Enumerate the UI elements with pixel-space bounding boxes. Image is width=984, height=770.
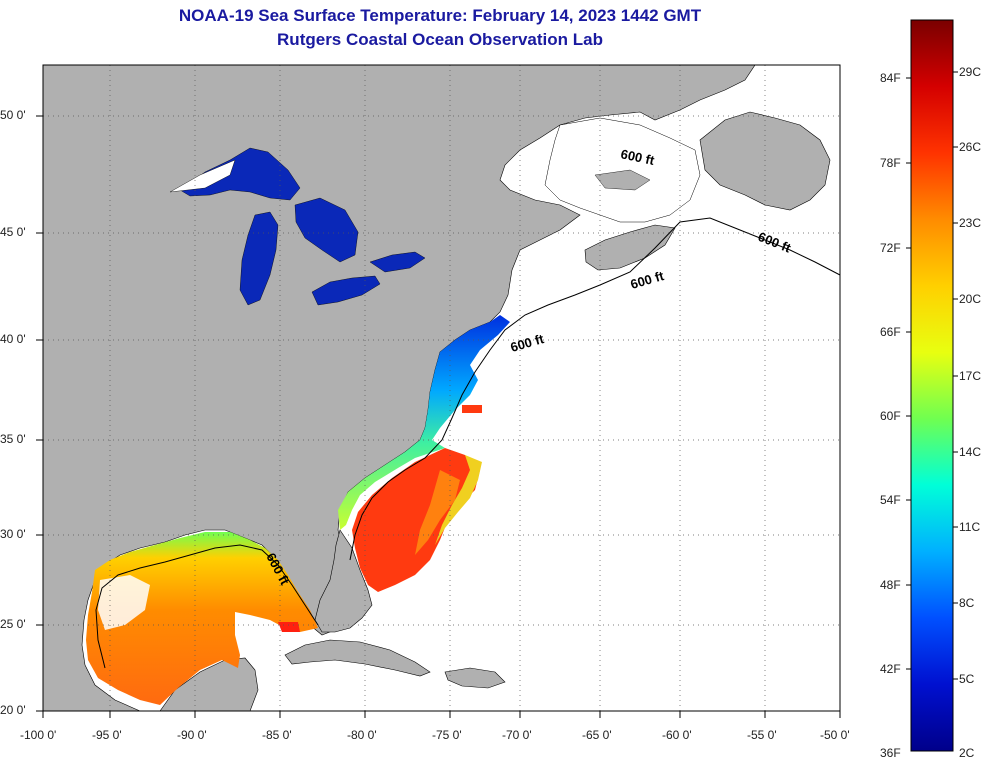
yucatan-land <box>159 657 259 711</box>
lon-label-95: -95 0' <box>92 728 122 742</box>
cb-f-54: 54F <box>880 493 901 507</box>
cb-c-29: 29C <box>959 65 982 79</box>
colorbar-ticks <box>906 71 958 680</box>
gulf-of-mexico-sst <box>86 532 318 705</box>
cb-f-78: 78F <box>880 156 901 170</box>
contour-label-1: 600 ft <box>619 146 656 168</box>
lake-ontario <box>369 251 426 273</box>
offshore-yellow-sst <box>435 455 482 545</box>
cb-c-8: 8C <box>959 596 975 610</box>
lake-superior <box>179 147 301 201</box>
cuba-land <box>284 639 431 677</box>
cb-c-2: 2C <box>959 746 975 760</box>
map-title: NOAA-19 Sea Surface Temperature: Februar… <box>178 6 702 25</box>
lon-label-90: -90 0' <box>177 728 207 742</box>
lon-label-50: -50 0' <box>820 728 850 742</box>
lat-label-20: 20 0' <box>0 703 26 717</box>
depth-contour-600ft <box>95 217 840 669</box>
cb-f-72: 72F <box>880 241 901 255</box>
cb-c-20: 20C <box>959 292 982 306</box>
lat-label-45: 45 0' <box>0 225 26 239</box>
colorbar <box>910 19 954 752</box>
lon-label-60: -60 0' <box>662 728 692 742</box>
cb-f-60: 60F <box>880 409 901 423</box>
lake-erie <box>311 275 381 306</box>
offshore-orange-sst <box>415 470 460 555</box>
nova-scotia-land <box>584 224 676 271</box>
lat-label-30: 30 0' <box>0 527 26 541</box>
lon-label-70: -70 0' <box>502 728 532 742</box>
lon-label-100: -100 0' <box>20 728 57 742</box>
east-coast-sst <box>338 315 510 530</box>
florida-land <box>314 529 373 633</box>
lon-label-80: -80 0' <box>347 728 377 742</box>
lon-label-75: -75 0' <box>432 728 462 742</box>
st-lawrence-water <box>544 117 701 223</box>
gulf-no-data-patch <box>98 575 150 630</box>
cb-f-36: 36F <box>880 746 901 760</box>
cb-c-14: 14C <box>959 445 982 459</box>
lat-label-35: 35 0' <box>0 432 26 446</box>
map-subtitle: Rutgers Coastal Ocean Observation Lab <box>277 30 603 49</box>
cb-c-5: 5C <box>959 672 975 686</box>
cb-c-26: 26C <box>959 140 982 154</box>
cb-f-42: 42F <box>880 662 901 676</box>
cb-f-66: 66F <box>880 325 901 339</box>
lon-label-55: -55 0' <box>747 728 777 742</box>
cb-c-11: 11C <box>959 520 981 534</box>
map-frame <box>42 64 841 712</box>
gulf-red-eddy <box>278 622 300 632</box>
lat-label-50: 50 0' <box>0 108 26 122</box>
anticosti-land <box>594 169 651 191</box>
lake-huron <box>294 197 359 263</box>
lat-label-40: 40 0' <box>0 332 26 346</box>
lon-label-85: -85 0' <box>262 728 292 742</box>
cb-c-23: 23C <box>959 216 982 230</box>
warm-eddy <box>462 405 482 413</box>
cb-f-48: 48F <box>880 578 901 592</box>
lake-winnipeg-ice <box>169 159 236 193</box>
cb-c-17: 17C <box>959 369 982 383</box>
lake-michigan <box>239 211 279 306</box>
lat-label-25: 25 0' <box>0 617 26 631</box>
lon-label-65: -65 0' <box>582 728 612 742</box>
axis-ticks <box>36 115 841 718</box>
cb-f-84: 84F <box>880 71 901 85</box>
